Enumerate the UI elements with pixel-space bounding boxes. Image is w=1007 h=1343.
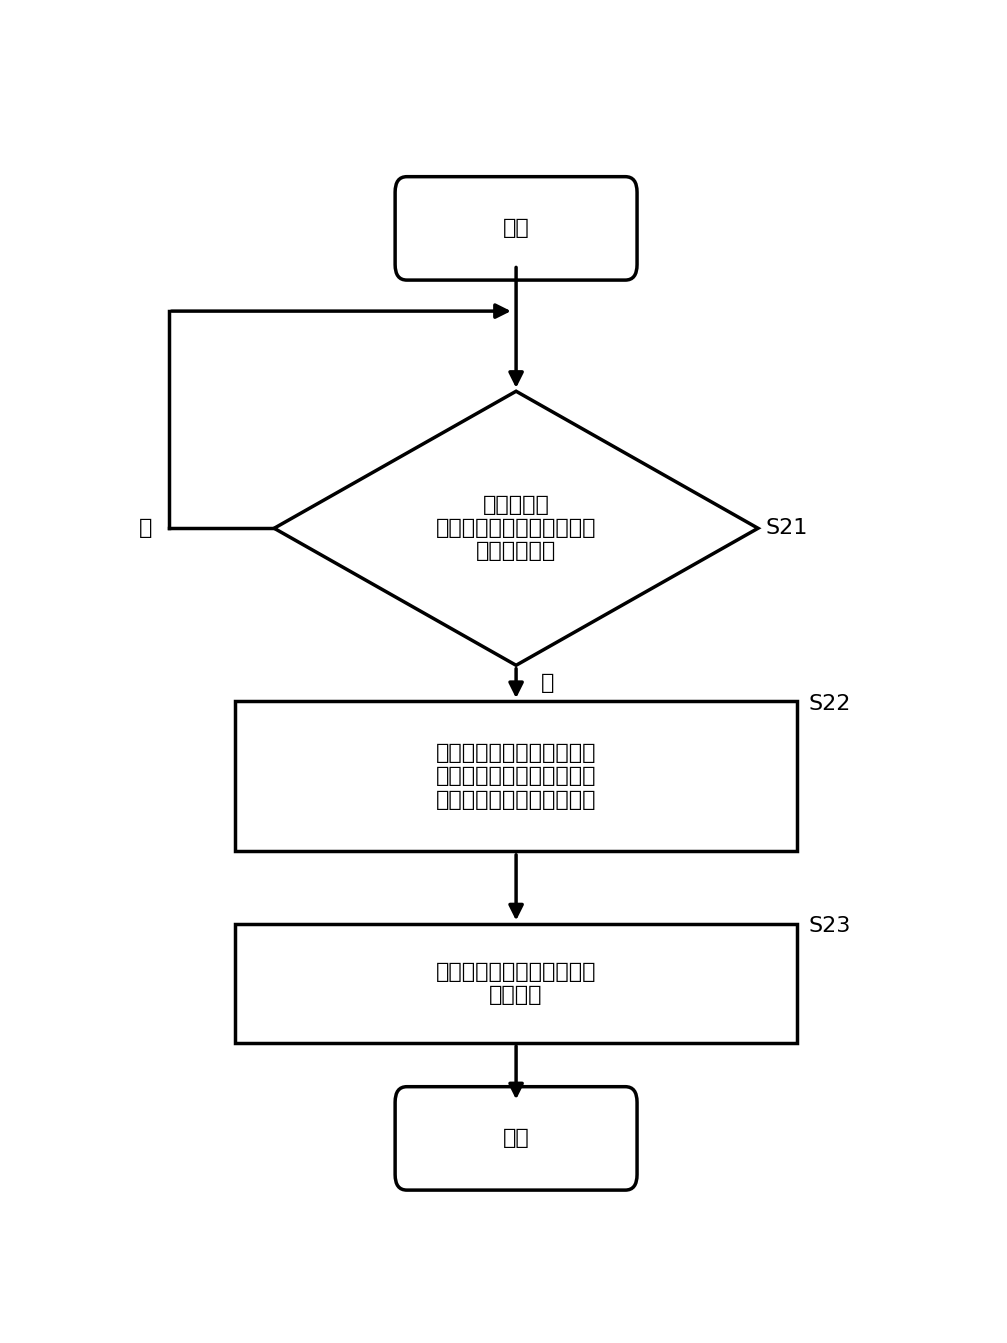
Text: 开始: 开始 xyxy=(502,219,530,238)
Bar xyxy=(235,701,798,851)
Text: 向电动车发送提示指令以使
电动车根据提示指令到达指
定能源互联网网点进行充电: 向电动车发送提示指令以使 电动车根据提示指令到达指 定能源互联网网点进行充电 xyxy=(436,743,596,810)
Polygon shape xyxy=(274,391,758,665)
FancyBboxPatch shape xyxy=(395,1086,637,1190)
Text: 是: 是 xyxy=(541,673,554,693)
Text: 开始: 开始 xyxy=(502,1128,530,1148)
Bar xyxy=(235,924,798,1042)
Text: S22: S22 xyxy=(809,694,851,714)
Text: 否: 否 xyxy=(139,518,152,539)
Text: 铅酸电池组
模块的剩余电量值是否低于
第一设定阈值: 铅酸电池组 模块的剩余电量值是否低于 第一设定阈值 xyxy=(436,496,596,561)
Text: 充电模块对铅酸电池组模块
进行充电: 充电模块对铅酸电池组模块 进行充电 xyxy=(436,962,596,1005)
Text: S23: S23 xyxy=(809,916,851,936)
Text: S21: S21 xyxy=(765,518,809,539)
FancyBboxPatch shape xyxy=(395,177,637,281)
